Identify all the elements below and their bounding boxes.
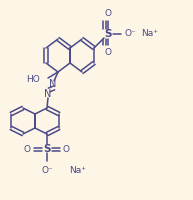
Text: S: S: [104, 29, 112, 39]
Text: O: O: [104, 9, 112, 18]
Text: O: O: [104, 48, 112, 57]
Text: O⁻: O⁻: [41, 166, 53, 175]
Text: Na⁺: Na⁺: [141, 29, 158, 38]
Text: O⁻: O⁻: [125, 29, 137, 38]
Text: O: O: [63, 144, 70, 154]
Text: N: N: [44, 89, 52, 99]
Text: N: N: [49, 79, 57, 89]
Text: HO: HO: [26, 75, 40, 84]
Text: O: O: [24, 144, 31, 154]
Text: Na⁺: Na⁺: [69, 166, 86, 175]
Text: S: S: [43, 144, 51, 154]
